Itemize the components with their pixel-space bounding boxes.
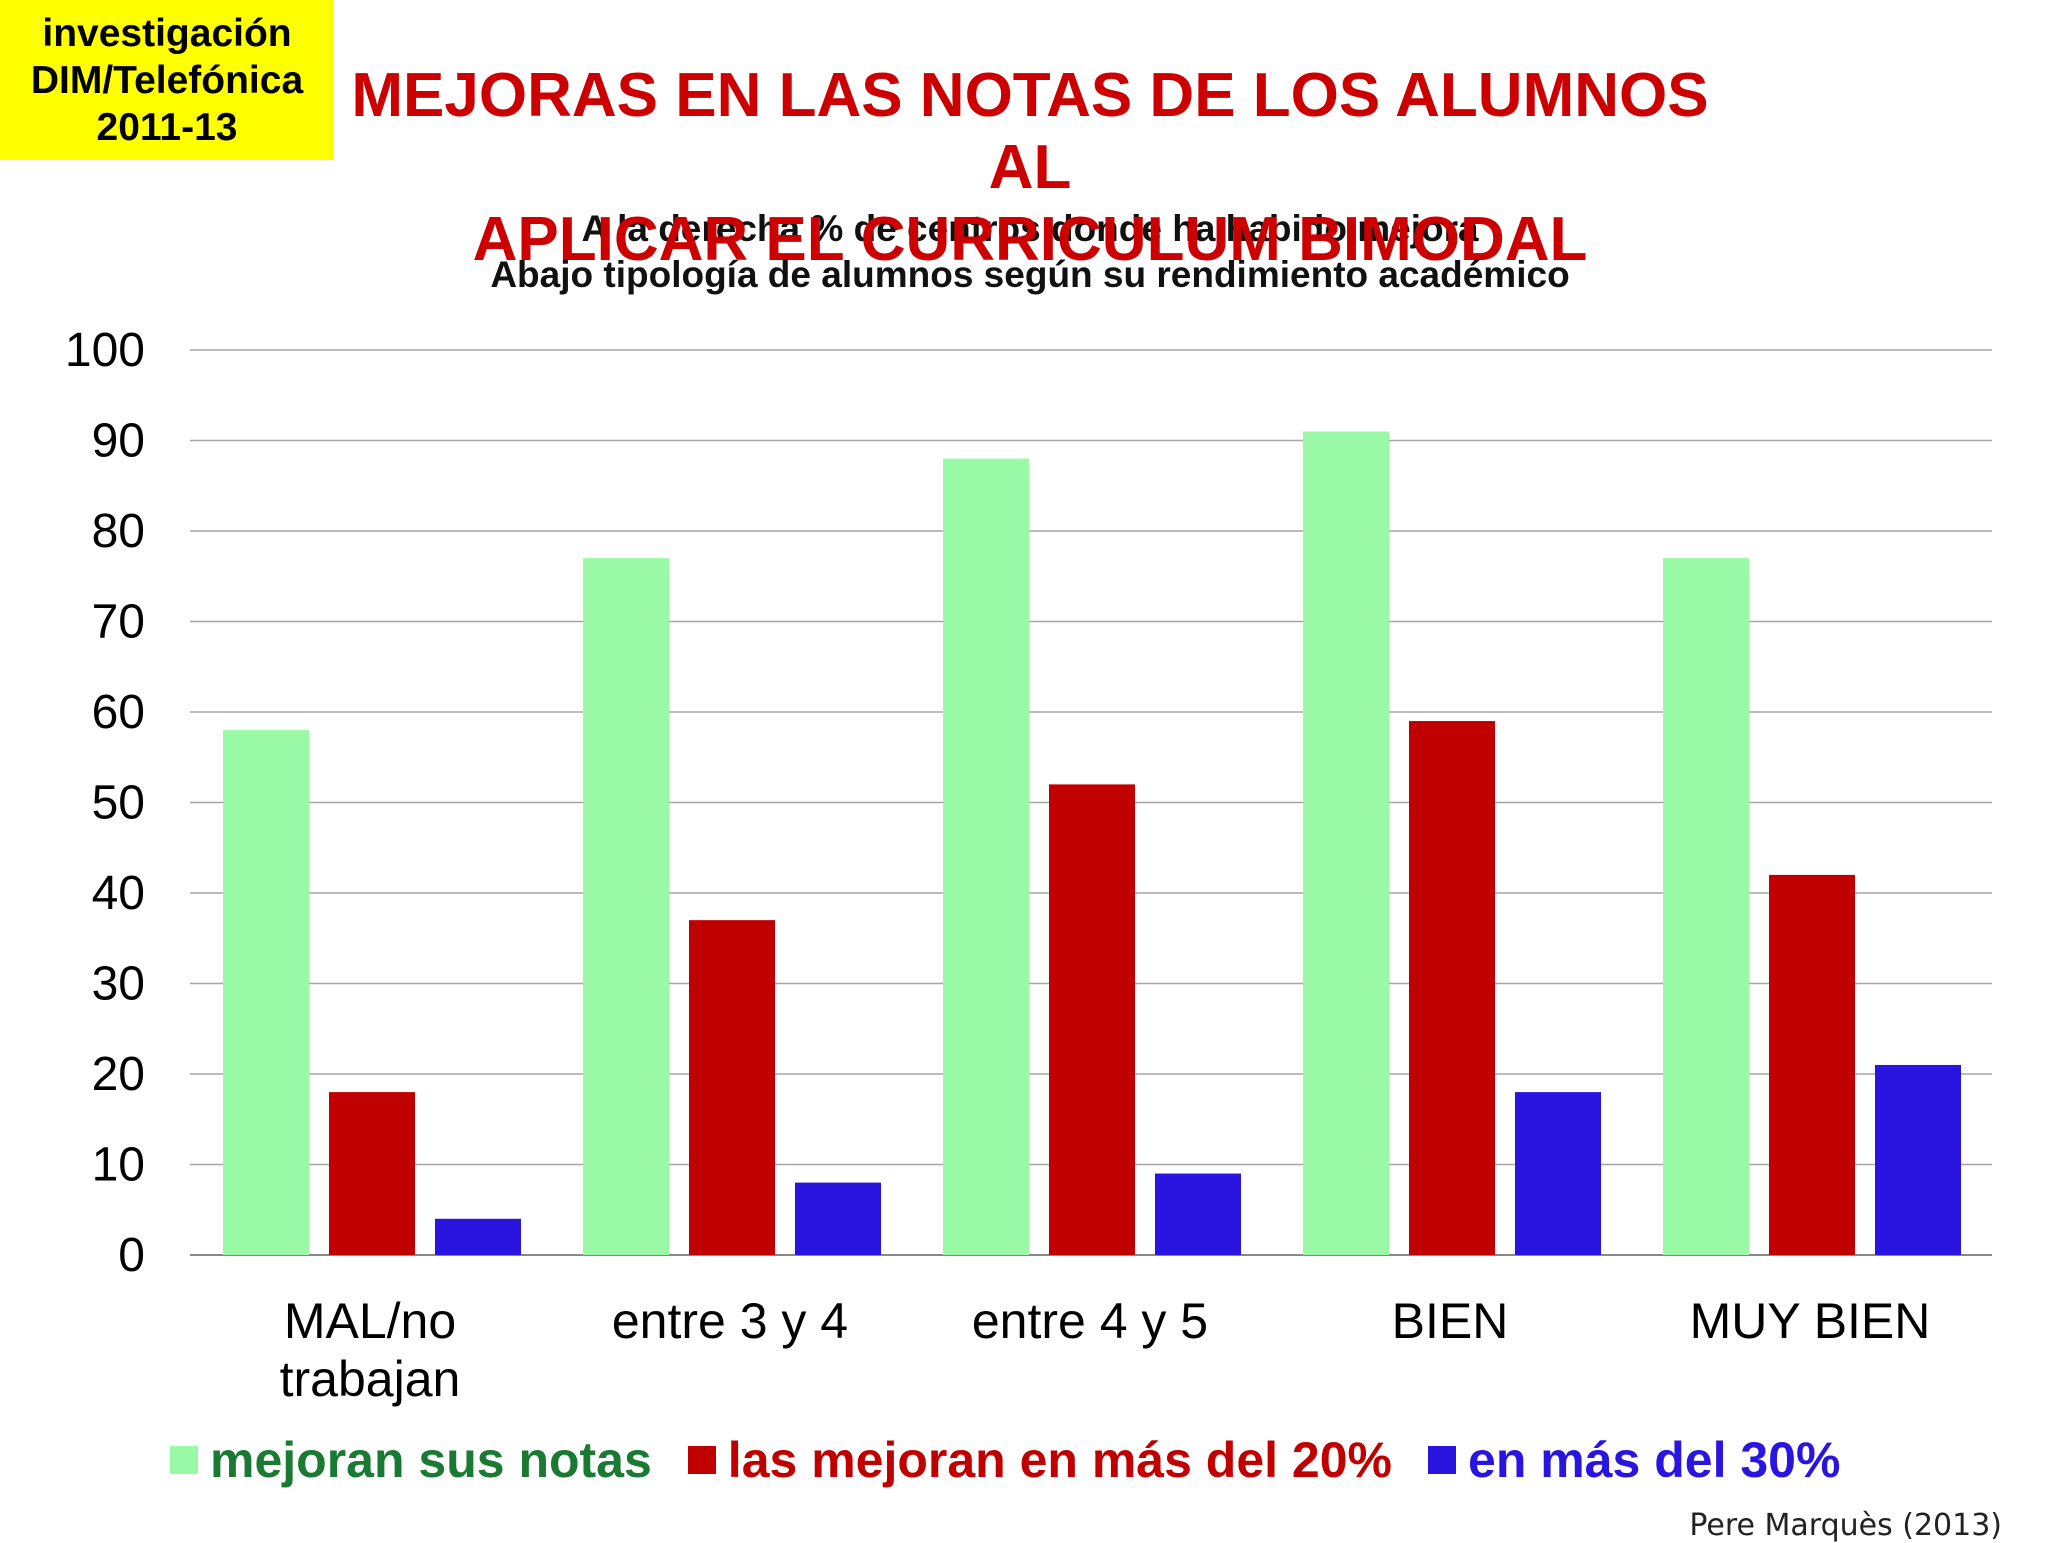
y-tick-label: 50 [92,777,145,830]
bar-series-3-cat-3 [1155,1173,1241,1255]
bars [223,431,1961,1256]
chart-title: MEJORAS EN LAS NOTAS DE LOS ALUMNOS AL A… [310,60,1750,276]
bar-series-3-cat-2 [795,1182,881,1255]
bar-series-1-cat-5 [1663,558,1749,1255]
legend-item-3: en más del 30% [1428,1431,1840,1489]
chart-legend: mejoran sus notas las mejoran en más del … [170,1428,1930,1492]
x-category-label: MAL/no trabajan [280,1293,461,1407]
bar-series-2-cat-5 [1769,874,1855,1255]
bar-series-1-cat-3 [943,458,1029,1256]
bar-series-2-cat-3 [1049,784,1135,1255]
author-credit: Pere Marquès (2013) [1689,1508,2002,1543]
legend-label: las mejoran en más del 20% [727,1432,1393,1488]
bar-series-3-cat-5 [1875,1064,1961,1255]
badge-line-1: investigación [42,11,292,55]
x-category-label: entre 4 y 5 [972,1293,1208,1349]
legend-item-1: mejoran sus notas [170,1431,652,1489]
x-category-label: BIEN [1392,1293,1509,1349]
bar-series-1-cat-4 [1303,431,1389,1255]
legend-swatch [1428,1446,1457,1474]
y-tick-label: 0 [118,1229,145,1282]
bar-series-1-cat-2 [583,558,669,1255]
title-line-1: MEJORAS EN LAS NOTAS DE LOS ALUMNOS AL [351,61,1709,202]
y-tick-label: 100 [65,324,145,377]
bar-series-1-cat-1 [223,730,309,1255]
y-axis-ticks: 0 10 20 30 40 50 60 70 80 90 100 [65,324,145,1282]
subtitle-line-1: A la derecha % de centros donde ha habid… [581,208,1479,249]
y-tick-label: 10 [92,1139,145,1192]
legend-swatch [687,1446,716,1474]
title-line-2: APLICAR EL CURRICULUM BIMODAL [472,205,1588,274]
bar-series-2-cat-2 [689,920,775,1255]
bar-series-2-cat-1 [329,1092,415,1255]
y-tick-label: 60 [92,686,145,739]
x-axis-categories: MAL/no trabajan entre 3 y 4 entre 4 y 5 BIEN… [280,1293,1931,1407]
chart-subtitle: A la derecha % de centros donde ha habid… [300,206,1760,298]
y-tick-label: 20 [92,1048,145,1101]
y-tick-label: 80 [92,505,145,558]
y-tick-label: 70 [92,596,145,649]
bar-series-3-cat-1 [435,1218,521,1255]
legend-item-2: las mejoran en más del 20% [687,1431,1393,1489]
x-category-label: entre 3 y 4 [612,1293,848,1349]
bar-series-2-cat-4 [1409,721,1495,1255]
badge-line-2: DIM/Telefónica [30,58,304,102]
bar-series-3-cat-4 [1515,1092,1601,1255]
badge-line-3: 2011-13 [96,105,238,149]
legend-label: mejoran sus notas [210,1432,652,1488]
y-tick-label: 90 [92,415,145,468]
x-category-label: MUY BIEN [1690,1293,1931,1349]
study-badge: investigación DIM/Telefónica 2011-13 [0,0,334,160]
subtitle-line-2: Abajo tipología de alumnos según su rend… [490,254,1570,295]
legend-label: en más del 30% [1468,1432,1841,1488]
legend-swatch [170,1446,198,1474]
y-tick-label: 30 [92,958,145,1011]
y-tick-label: 40 [92,867,145,920]
